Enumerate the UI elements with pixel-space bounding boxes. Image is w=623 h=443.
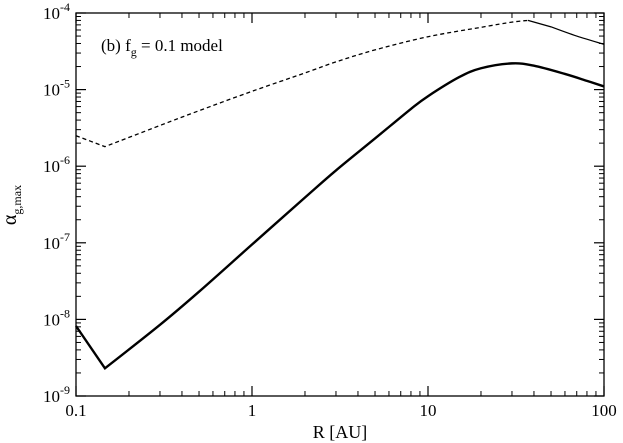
plot-frame [75, 12, 605, 397]
series-group [75, 19, 605, 371]
y-tick-label: 10-8 [43, 306, 70, 329]
y-tick-label: 10-4 [43, 0, 70, 23]
model-annotation: (b) fg = 0.1 model [101, 36, 223, 59]
y-tick-label: 10-9 [43, 383, 70, 406]
x-tick-label: 100 [591, 401, 617, 420]
y-tick-label: 10-6 [43, 153, 70, 176]
x-tick-label: 0.1 [65, 401, 86, 420]
axis-tick-labels: 0.1 1 10 100 10-9 10-8 10-7 10-6 10-5 10-4 [43, 0, 617, 420]
y-tick-label: 10-5 [43, 77, 70, 100]
x-tick-label: 10 [420, 401, 437, 420]
y-axis-title: αg,max [0, 185, 24, 225]
x-axis-title: R [AU] [313, 422, 368, 442]
series-line-thick [75, 62, 605, 371]
series-line-thin [527, 19, 605, 45]
y-tick-label: 10-7 [43, 230, 70, 253]
axis-ticks [75, 12, 605, 397]
series-line-dashed [75, 19, 529, 148]
x-tick-label: 1 [248, 401, 257, 420]
